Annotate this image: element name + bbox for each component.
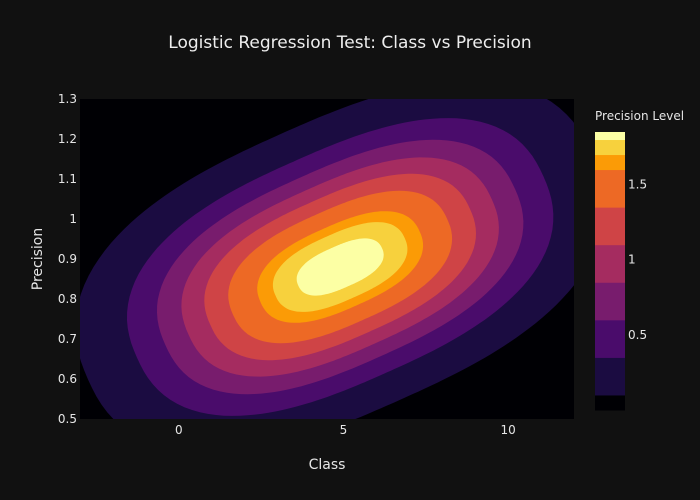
x-tick-label: 10 [500,423,515,437]
colorbar-tick-label: 1 [628,253,636,267]
colorbar-segment-6 [595,207,625,246]
colorbar-tick-label: 1.5 [628,178,647,192]
colorbar-segment-2 [595,357,625,396]
x-tick-label: 0 [175,423,183,437]
y-tick-label: 1.2 [58,132,77,146]
y-tick-label: 0.6 [58,372,77,386]
colorbar: 0.5 1 1.5 [595,132,647,411]
contour-bands [80,99,574,419]
y-axis-label: Precision [30,227,46,291]
colorbar-title: Precision Level [595,109,685,123]
y-tick-label: 0.9 [58,252,77,266]
x-axis-label: Class [308,457,346,473]
colorbar-segment-9 [595,139,625,156]
y-tick-label: 1.1 [58,172,77,186]
y-tick-label: 1.3 [58,92,77,106]
colorbar-segment-10 [595,132,625,141]
contour-level-10 [296,238,384,296]
chart-title: Logistic Regression Test: Class vs Preci… [168,33,532,53]
y-tick-label: 0.7 [58,332,77,346]
colorbar-tick-label: 0.5 [628,328,647,342]
y-tick-label: 0.8 [58,292,77,306]
colorbar-segment-4 [595,282,625,321]
x-tick-label: 5 [340,423,348,437]
colorbar-segment-1 [595,394,625,411]
colorbar-segment-3 [595,319,625,358]
colorbar-segment-5 [595,244,625,283]
colorbar-segment-7 [595,169,625,208]
y-tick-label: 1 [69,212,77,226]
colorbar-segment-8 [595,154,625,171]
y-tick-label: 0.5 [58,412,77,426]
